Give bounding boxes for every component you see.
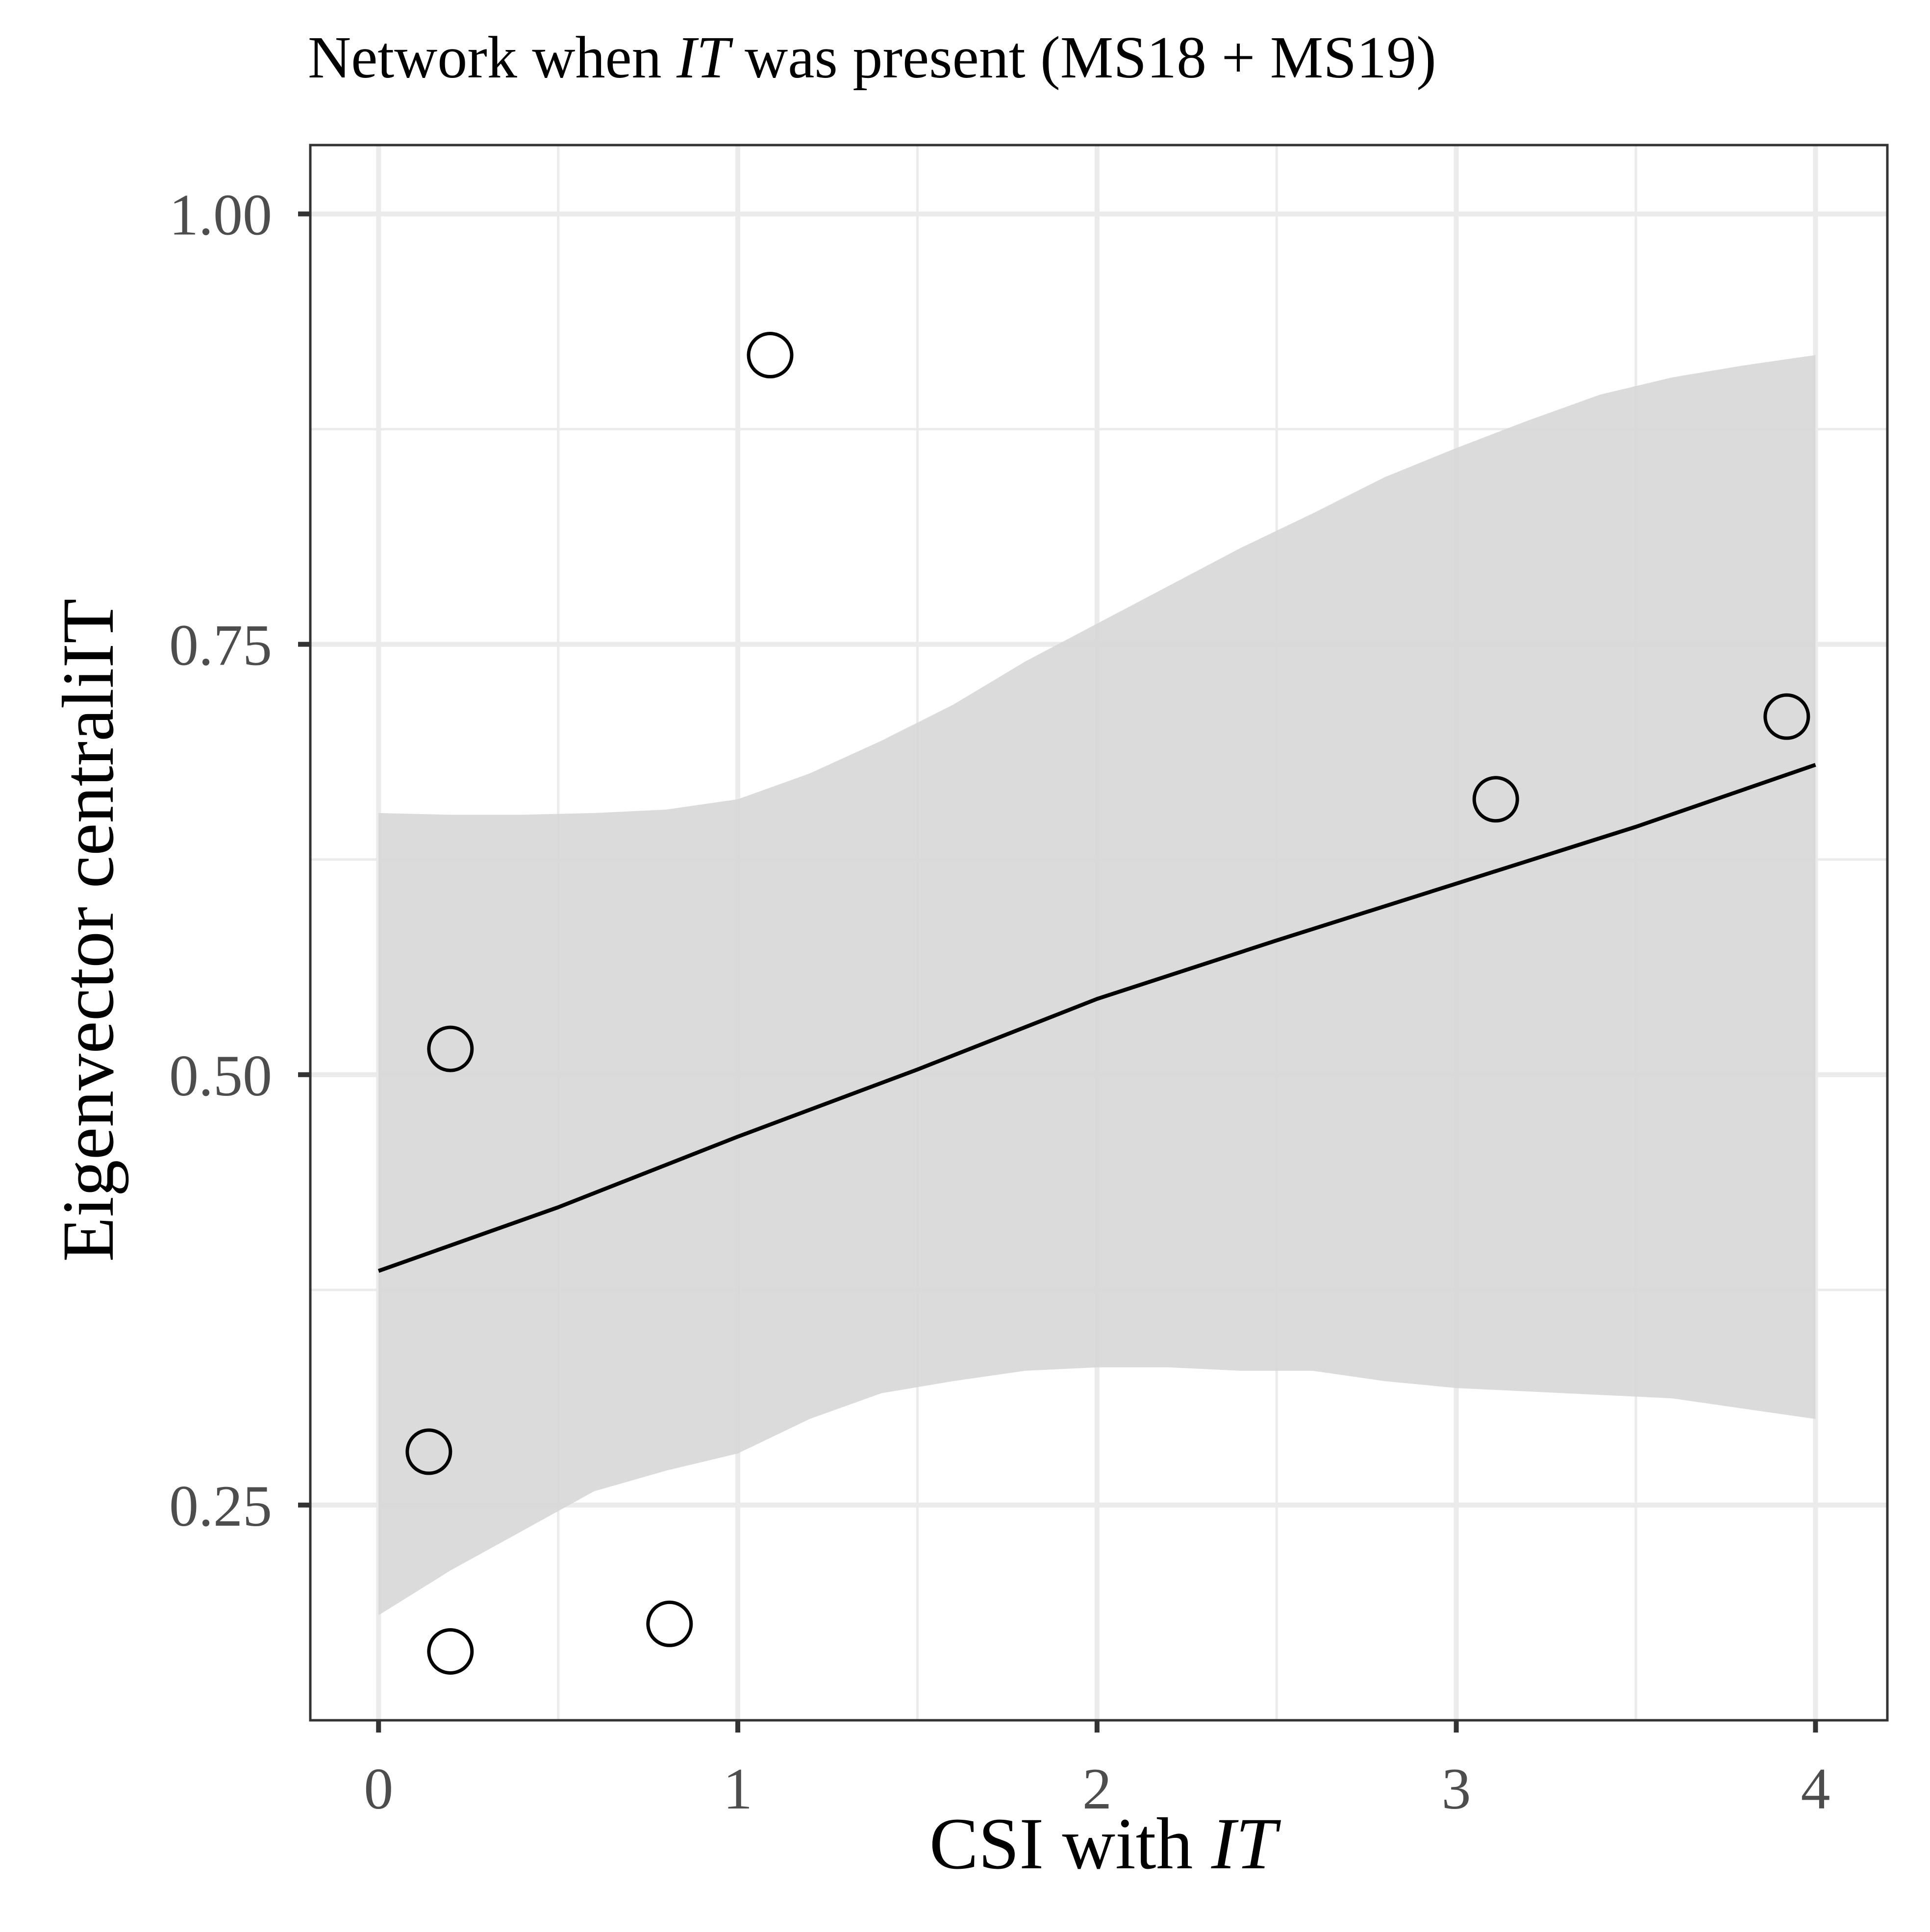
data-point: [747, 332, 794, 379]
y-tick-label: 1.00: [169, 182, 272, 248]
x-tick-label: 2: [1082, 1756, 1112, 1821]
data-point: [1763, 693, 1810, 740]
data-point: [405, 1428, 452, 1475]
regression-line: [377, 763, 1816, 1273]
y-tick-label: 0.25: [169, 1473, 272, 1538]
y-axis: 0.25 0.50 0.75 1.00: [169, 182, 310, 1538]
data-points: [405, 332, 1810, 1675]
x-tick-label: 0: [364, 1756, 393, 1821]
y-tick-label: 0.75: [169, 613, 272, 678]
confidence-band: [378, 355, 1816, 1615]
x-axis: 0 1 2 3 4: [364, 1720, 1830, 1821]
data-point: [1472, 776, 1519, 823]
x-tick-label: 3: [1442, 1756, 1471, 1821]
data-point: [427, 1628, 474, 1675]
chart-title: Network when IT was present (MS18 + MS19…: [308, 25, 1436, 91]
data-point: [646, 1600, 693, 1647]
x-tick-label: 1: [723, 1756, 752, 1821]
x-tick-label: 4: [1801, 1756, 1830, 1821]
data-point: [427, 1025, 474, 1072]
y-tick-label: 0.50: [169, 1043, 272, 1108]
plot-panel: [309, 144, 1889, 1722]
y-axis-title: Eigenvector centraliIT: [48, 598, 129, 1262]
x-axis-title: CSI with IT: [929, 1803, 1281, 1884]
